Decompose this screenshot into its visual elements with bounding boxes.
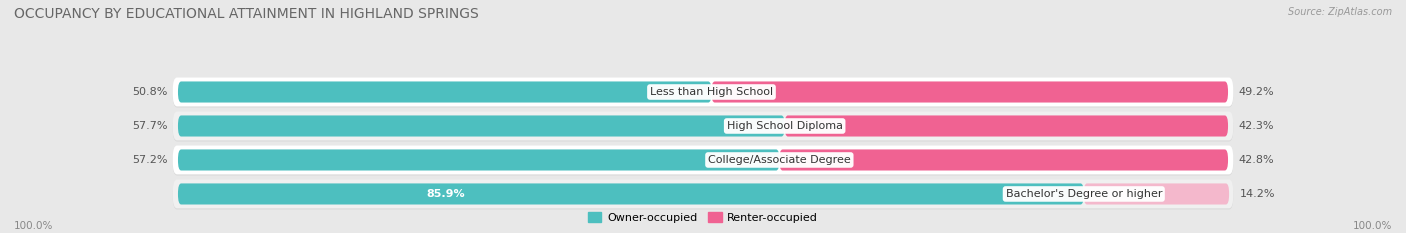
- Text: 50.8%: 50.8%: [132, 87, 167, 97]
- FancyBboxPatch shape: [173, 112, 1233, 140]
- FancyBboxPatch shape: [179, 82, 711, 103]
- FancyBboxPatch shape: [179, 115, 785, 137]
- Text: College/Associate Degree: College/Associate Degree: [709, 155, 851, 165]
- FancyBboxPatch shape: [1084, 183, 1229, 205]
- FancyBboxPatch shape: [173, 146, 1233, 175]
- Text: 42.8%: 42.8%: [1239, 155, 1274, 165]
- FancyBboxPatch shape: [173, 79, 1233, 107]
- Text: 14.2%: 14.2%: [1240, 189, 1275, 199]
- FancyBboxPatch shape: [173, 78, 1233, 106]
- FancyBboxPatch shape: [711, 82, 1227, 103]
- FancyBboxPatch shape: [173, 179, 1233, 208]
- FancyBboxPatch shape: [173, 181, 1233, 209]
- Text: Bachelor's Degree or higher: Bachelor's Degree or higher: [1005, 189, 1161, 199]
- FancyBboxPatch shape: [785, 115, 1227, 137]
- Legend: Owner-occupied, Renter-occupied: Owner-occupied, Renter-occupied: [583, 208, 823, 227]
- Text: 49.2%: 49.2%: [1239, 87, 1274, 97]
- Text: 57.2%: 57.2%: [132, 155, 167, 165]
- Text: Source: ZipAtlas.com: Source: ZipAtlas.com: [1288, 7, 1392, 17]
- Text: 100.0%: 100.0%: [1353, 221, 1392, 231]
- Text: 100.0%: 100.0%: [14, 221, 53, 231]
- FancyBboxPatch shape: [179, 183, 1084, 205]
- Text: 85.9%: 85.9%: [426, 189, 465, 199]
- Text: 42.3%: 42.3%: [1239, 121, 1274, 131]
- FancyBboxPatch shape: [779, 149, 1227, 171]
- FancyBboxPatch shape: [173, 113, 1233, 141]
- Text: OCCUPANCY BY EDUCATIONAL ATTAINMENT IN HIGHLAND SPRINGS: OCCUPANCY BY EDUCATIONAL ATTAINMENT IN H…: [14, 7, 479, 21]
- Text: Less than High School: Less than High School: [650, 87, 773, 97]
- FancyBboxPatch shape: [173, 147, 1233, 175]
- Text: High School Diploma: High School Diploma: [727, 121, 842, 131]
- Text: 57.7%: 57.7%: [132, 121, 167, 131]
- FancyBboxPatch shape: [179, 149, 779, 171]
